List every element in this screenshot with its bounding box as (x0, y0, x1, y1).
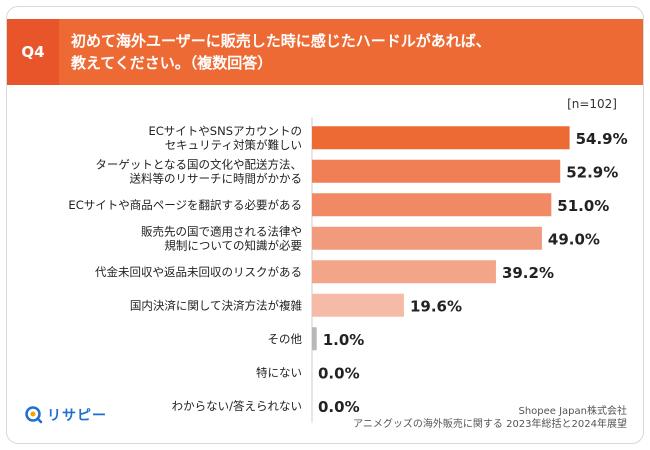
survey-card: Q4 初めて海外ユーザーに販売した時に感じたハードルがあれば、 教えてください。… (6, 6, 644, 444)
question-title: 初めて海外ユーザーに販売した時に感じたハードルがあれば、 教えてください。（複数… (71, 30, 491, 74)
source-line2: アニメグッズの海外販売に関する 2023年総括と2024年展望 (353, 419, 627, 430)
question-title-line2: 教えてください。（複数回答） (71, 54, 273, 72)
value-label: 0.0% (318, 364, 360, 382)
question-number: Q4 (7, 19, 59, 85)
bar (312, 293, 404, 317)
logo: リサピー (25, 405, 107, 425)
value-label: 51.0% (557, 197, 609, 215)
value-label: 39.2% (502, 264, 554, 282)
bar (312, 193, 552, 217)
question-header: Q4 初めて海外ユーザーに販売した時に感じたハードルがあれば、 教えてください。… (7, 19, 643, 85)
bar (312, 226, 542, 250)
bar (312, 260, 496, 284)
source-line1: Shopee Japan株式会社 (518, 406, 627, 417)
category-label: 国内決済に関して決済方法が複雑 (130, 298, 303, 312)
logo-icon (25, 406, 43, 424)
category-label: 特にない (256, 365, 302, 379)
source-credit: Shopee Japan株式会社 アニメグッズの海外販売に関する 2023年総括… (353, 405, 627, 431)
bar (312, 126, 570, 150)
category-label: 販売先の国で適用される法律や規制についての知識が必要 (141, 224, 302, 252)
sample-size-label: [n=102] (567, 97, 617, 111)
value-label: 49.0% (548, 230, 600, 248)
value-label: 52.9% (566, 163, 618, 181)
bar (312, 327, 317, 351)
logo-text: リサピー (47, 408, 107, 424)
category-label: ターゲットとなる国の文化や配送方法、送料等のリサーチに時間がかかる (95, 157, 302, 185)
value-label: 0.0% (318, 398, 360, 416)
bar (312, 159, 561, 183)
category-label: ECサイトや商品ページを翻訳する必要がある (68, 198, 302, 212)
question-title-line1: 初めて海外ユーザーに販売した時に感じたハードルがあれば、 (71, 32, 491, 50)
value-label: 1.0% (323, 331, 365, 349)
category-label: わからない/答えられない (172, 399, 302, 413)
value-label: 19.6% (410, 297, 462, 315)
category-label: ECサイトやSNSアカウントのセキュリティ対策が難しい (149, 124, 303, 152)
category-label: その他 (268, 332, 303, 346)
category-label: 代金未回収や返品未回収のリスクがある (95, 265, 302, 279)
value-label: 54.9% (576, 130, 628, 148)
bar-chart: ECサイトやSNSアカウントのセキュリティ対策が難しい 54.9% ターゲットとなる… (68, 117, 628, 423)
